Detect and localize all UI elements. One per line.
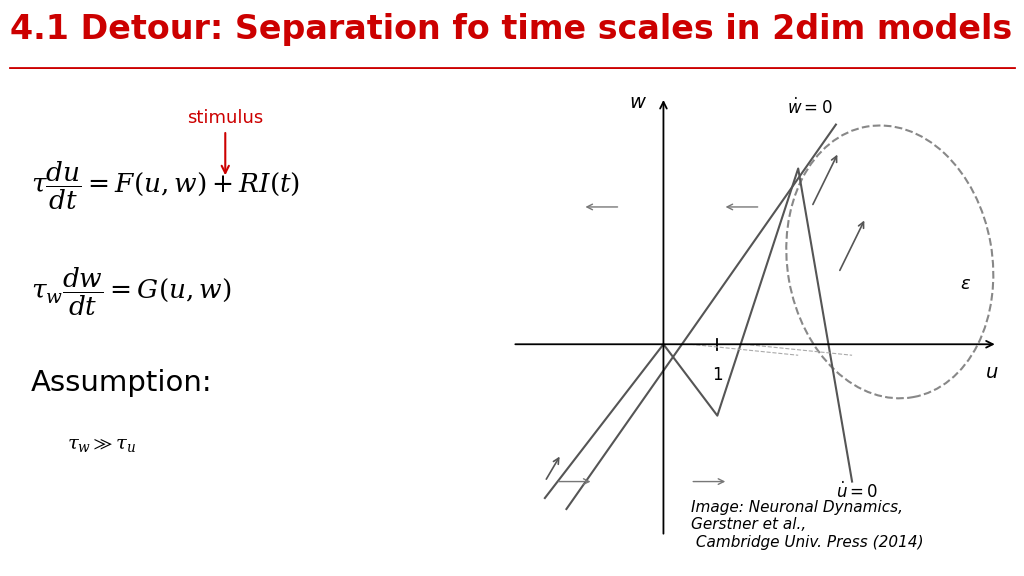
Text: 4.1 Detour: Separation fo time scales in 2dim models: 4.1 Detour: Separation fo time scales in… xyxy=(10,13,1013,46)
Text: $\tau_w \dfrac{dw}{dt} = G(u,w)$: $\tau_w \dfrac{dw}{dt} = G(u,w)$ xyxy=(31,266,231,319)
Text: $\varepsilon$: $\varepsilon$ xyxy=(959,275,971,293)
Text: Image: Neuronal Dynamics,
Gerstner et al.,
 Cambridge Univ. Press (2014): Image: Neuronal Dynamics, Gerstner et al… xyxy=(691,500,924,550)
Text: Assumption:: Assumption: xyxy=(31,369,212,397)
Text: $u$: $u$ xyxy=(985,363,999,382)
Text: $\tau_w \gg \tau_u$: $\tau_w \gg \tau_u$ xyxy=(67,435,136,454)
Text: $w$: $w$ xyxy=(630,93,647,112)
Text: $1$: $1$ xyxy=(712,366,723,384)
Text: stimulus: stimulus xyxy=(187,109,263,173)
Text: $\tau \dfrac{du}{dt} = F(u,w) + RI(t)$: $\tau \dfrac{du}{dt} = F(u,w) + RI(t)$ xyxy=(31,160,300,212)
Text: $\dot{w}=0$: $\dot{w}=0$ xyxy=(787,97,833,118)
Text: $\dot{u}=0$: $\dot{u}=0$ xyxy=(836,482,879,502)
